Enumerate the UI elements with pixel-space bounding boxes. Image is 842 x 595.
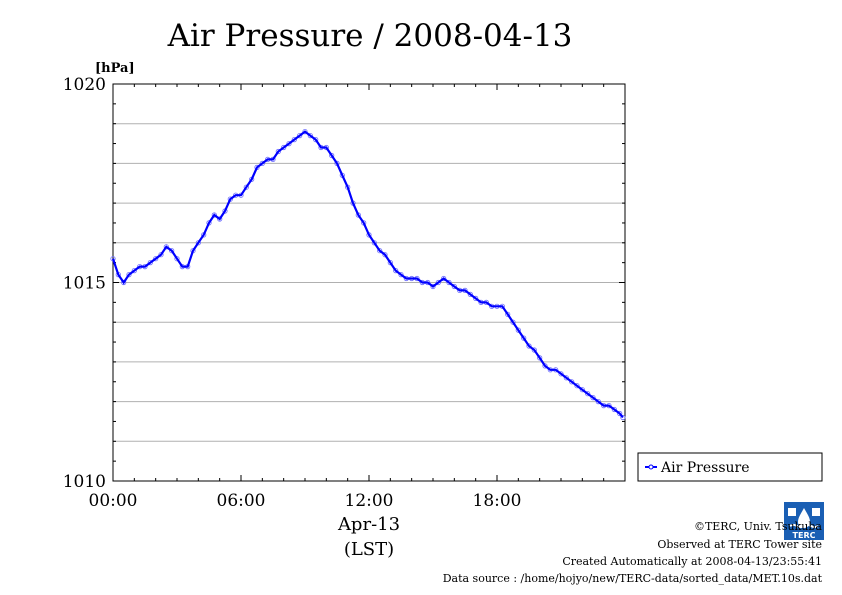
data-point [275, 148, 281, 155]
data-point [526, 343, 532, 349]
y-tick-labels: 1010 1015 1020 [63, 75, 106, 492]
data-point [505, 311, 511, 317]
observed-site-text: Observed at TERC Tower site [657, 538, 822, 551]
data-point [243, 184, 249, 190]
data-point [515, 327, 521, 333]
created-timestamp-text: Created Automatically at 2008-04-13/23:5… [562, 555, 822, 568]
data-point [537, 355, 543, 361]
data-point [121, 279, 127, 286]
axis-ticks [112, 83, 626, 482]
series-points [110, 129, 626, 421]
data-point [620, 414, 626, 421]
legend-marker-swatch [648, 464, 654, 470]
data-point [329, 152, 335, 159]
data-point [217, 216, 223, 222]
data-point [435, 279, 441, 286]
data-point [430, 283, 436, 290]
data-point [542, 363, 548, 369]
data-point [569, 379, 575, 385]
data-point [297, 133, 303, 139]
series-line-air-pressure [111, 130, 624, 419]
svg-text:TERC: TERC [793, 531, 816, 540]
legend: Air Pressure [637, 452, 823, 482]
data-point [574, 383, 580, 389]
legend-label-air-pressure: Air Pressure [660, 460, 750, 476]
data-point [259, 160, 265, 166]
x-tick-label: 18:00 [473, 491, 522, 511]
data-point [617, 410, 623, 417]
x-tick-label: 12:00 [345, 491, 394, 511]
copyright-text: ©TERC, Univ. Tsukuba [693, 520, 822, 533]
data-point [131, 267, 137, 274]
chart-title: Air Pressure / 2008-04-13 [167, 18, 573, 54]
data-point [371, 240, 377, 246]
data-point [579, 387, 585, 393]
x-tick-labels: 00:00 06:00 12:00 18:00 [89, 491, 522, 511]
data-point [510, 319, 516, 325]
data-point [291, 137, 297, 143]
data-point [163, 244, 169, 250]
data-point [382, 252, 388, 258]
data-point [153, 256, 159, 262]
data-point [467, 291, 473, 297]
data-point [211, 212, 217, 218]
data-point [169, 248, 175, 254]
data-point [398, 271, 404, 278]
y-tick-label: 1020 [63, 75, 106, 95]
data-point [307, 133, 313, 139]
grid-lines [113, 123, 625, 442]
data-source-text: Data source : /home/hojyo/new/TERC-data/… [442, 572, 822, 585]
data-point [195, 240, 201, 246]
x-tick-label: 06:00 [217, 491, 266, 511]
legend-box [637, 452, 823, 482]
data-point [441, 275, 447, 282]
data-point [281, 144, 287, 151]
data-point [393, 267, 399, 274]
data-point [595, 398, 601, 405]
data-point [563, 375, 569, 381]
data-point [521, 335, 527, 341]
data-point [126, 271, 132, 278]
data-point [286, 141, 292, 147]
data-point [590, 394, 596, 401]
terc-logo-icon: TERC [784, 502, 824, 540]
data-point [451, 283, 457, 290]
x-tick-label: 00:00 [89, 491, 138, 511]
data-point [313, 137, 319, 143]
x-axis-date-label: Apr-13 [337, 514, 400, 535]
y-unit-label: [hPa] [95, 61, 135, 76]
data-point [147, 259, 153, 266]
data-point [174, 256, 180, 262]
y-tick-label: 1010 [63, 472, 106, 492]
data-point [585, 391, 591, 397]
data-point [558, 371, 564, 377]
data-point [473, 295, 479, 301]
y-tick-label: 1015 [63, 274, 106, 294]
data-point [531, 347, 537, 353]
data-point [446, 279, 452, 286]
data-point [611, 406, 617, 413]
data-point [158, 252, 164, 258]
x-axis-timezone-label: (LST) [344, 539, 394, 560]
data-point [377, 248, 383, 254]
data-point [387, 259, 393, 266]
data-point [302, 129, 308, 135]
